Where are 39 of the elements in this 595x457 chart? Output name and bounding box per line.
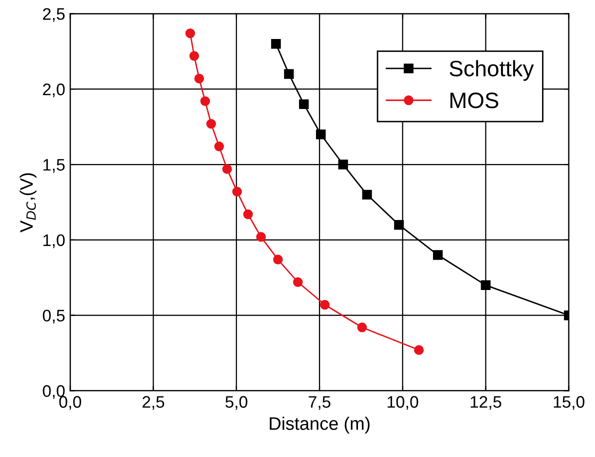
point bbox=[320, 300, 330, 310]
point bbox=[284, 69, 294, 79]
y-axis-title: V$_{DC}$,(V) bbox=[20, 173, 36, 232]
legend-label: MOS bbox=[450, 92, 498, 108]
point bbox=[243, 209, 253, 220]
point bbox=[432, 250, 443, 260]
point bbox=[232, 186, 242, 197]
point bbox=[480, 280, 491, 290]
x-tick-label: 5,0 bbox=[225, 396, 248, 410]
point bbox=[299, 99, 309, 110]
point bbox=[214, 142, 224, 152]
x-tick-label: 2,5 bbox=[142, 396, 164, 410]
x-tick-label: 10,0 bbox=[388, 396, 418, 410]
point bbox=[293, 277, 303, 288]
point bbox=[189, 51, 200, 61]
y-tick-label: 2,0 bbox=[43, 84, 65, 98]
point bbox=[194, 74, 204, 84]
x-axis-title: Distance (m) bbox=[270, 416, 370, 434]
legend-label: Schottky bbox=[450, 60, 534, 81]
point bbox=[256, 232, 266, 242]
x-tick-label: 12,5 bbox=[470, 396, 502, 410]
point bbox=[338, 160, 348, 170]
point bbox=[200, 96, 210, 106]
point bbox=[185, 28, 196, 38]
point bbox=[206, 118, 216, 129]
y-tick-label: 1,0 bbox=[43, 234, 65, 248]
y-tick-label: 1,5 bbox=[43, 159, 65, 173]
point bbox=[414, 345, 424, 355]
point bbox=[222, 164, 232, 174]
x-tick-label: 7,5 bbox=[308, 396, 330, 410]
x-tick-label: 15,0 bbox=[554, 396, 584, 410]
point bbox=[357, 322, 367, 332]
y-tick-label: 2,5 bbox=[43, 8, 65, 22]
point bbox=[362, 190, 372, 200]
point bbox=[273, 254, 283, 264]
y-tick-label: 0,5 bbox=[42, 310, 65, 324]
point bbox=[316, 129, 326, 140]
point bbox=[394, 220, 404, 230]
point bbox=[271, 39, 281, 49]
